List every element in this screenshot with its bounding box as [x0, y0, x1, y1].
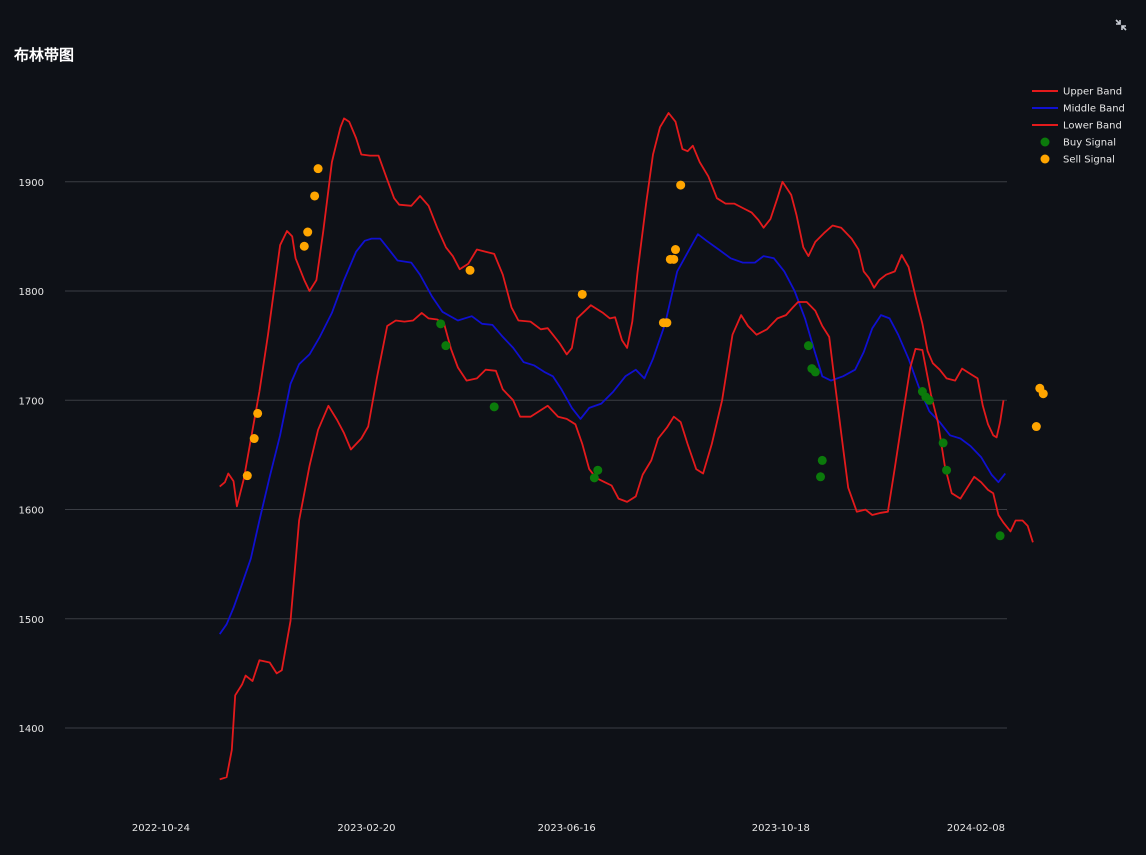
- grid-lines: [65, 181, 1007, 729]
- x-tick-label: 2022-10-24: [132, 823, 190, 834]
- y-tick-label: 1500: [19, 615, 44, 626]
- buy-signal-marker: [816, 472, 826, 482]
- legend-item[interactable]: Sell Signal: [1040, 154, 1115, 166]
- sell-signal-marker: [670, 245, 680, 255]
- series-lines: [218, 112, 1034, 781]
- sell-signal-marker: [242, 471, 252, 481]
- sell-signal-marker: [465, 265, 475, 275]
- buy-signal-marker: [810, 367, 820, 377]
- legend-item[interactable]: Upper Band: [1032, 87, 1122, 98]
- y-tick-label: 1600: [19, 506, 44, 517]
- sell-signal-marker: [577, 289, 587, 299]
- sell-signal-marker: [249, 434, 259, 444]
- buy-signal-marker: [942, 465, 952, 475]
- legend-item[interactable]: Middle Band: [1032, 104, 1125, 115]
- signal-markers: [242, 164, 1048, 541]
- buy-signal-marker: [995, 531, 1005, 541]
- legend-item[interactable]: Buy Signal: [1040, 137, 1117, 149]
- legend-label: Upper Band: [1063, 87, 1122, 98]
- legend-label: Middle Band: [1063, 104, 1125, 115]
- y-tick-label: 1800: [19, 287, 44, 298]
- sell-signal-marker: [669, 254, 679, 264]
- buy-signal-marker: [924, 395, 934, 405]
- sell-signal-marker: [303, 227, 313, 237]
- upper-band-line: [219, 112, 1005, 508]
- x-axis: 2022-10-24 2023-02-20 2023-06-16 2023-10-18…: [132, 823, 1005, 834]
- x-tick-label: 2023-02-20: [337, 823, 395, 834]
- sell-signal-marker: [253, 408, 263, 418]
- legend-item[interactable]: Lower Band: [1032, 121, 1122, 132]
- buy-signal-marker: [817, 455, 827, 465]
- sell-signal-marker: [313, 164, 323, 174]
- legend-label: Sell Signal: [1063, 155, 1115, 166]
- buy-signal-marker: [803, 341, 813, 351]
- middle-band-line: [218, 233, 1007, 635]
- sell-signal-marker: [1031, 422, 1041, 432]
- x-tick-label: 2023-10-18: [752, 823, 810, 834]
- sell-signal-marker: [299, 241, 309, 251]
- sell-signal-marker: [676, 180, 686, 190]
- buy-signal-marker: [436, 319, 446, 329]
- y-tick-label: 1900: [19, 178, 44, 189]
- y-tick-label: 1400: [19, 724, 44, 735]
- sell-signal-marker: [662, 318, 672, 328]
- legend-swatch: [1040, 137, 1050, 147]
- lower-band-line: [219, 301, 1034, 781]
- sell-signal-marker: [1038, 389, 1048, 399]
- chart-title: 布林带图: [14, 46, 75, 64]
- x-tick-label: 2023-06-16: [538, 823, 596, 834]
- legend-label: Lower Band: [1063, 121, 1122, 132]
- buy-signal-marker: [593, 465, 603, 475]
- y-axis: 1400 1500 1600 1700 1800 1900: [19, 178, 44, 735]
- exit-fullscreen-icon[interactable]: [1110, 14, 1132, 36]
- buy-signal-marker: [441, 341, 451, 351]
- x-tick-label: 2024-02-08: [947, 823, 1005, 834]
- sell-signal-marker: [310, 191, 320, 201]
- y-tick-label: 1700: [19, 396, 44, 407]
- buy-signal-marker: [938, 438, 948, 448]
- buy-signal-marker: [489, 402, 499, 412]
- legend: Upper Band Middle Band Lower Band Buy Signa…: [1032, 87, 1125, 166]
- legend-label: Buy Signal: [1063, 138, 1116, 149]
- legend-swatch: [1040, 154, 1050, 164]
- buy-signal-marker: [589, 473, 599, 483]
